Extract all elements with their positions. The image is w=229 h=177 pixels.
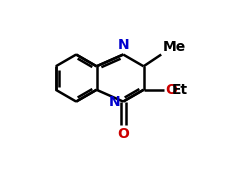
Text: N: N bbox=[117, 38, 129, 52]
Text: Et: Et bbox=[172, 83, 188, 97]
Text: O: O bbox=[165, 83, 177, 97]
Text: N: N bbox=[109, 95, 121, 109]
Text: Me: Me bbox=[163, 40, 186, 54]
Text: O: O bbox=[117, 127, 129, 141]
